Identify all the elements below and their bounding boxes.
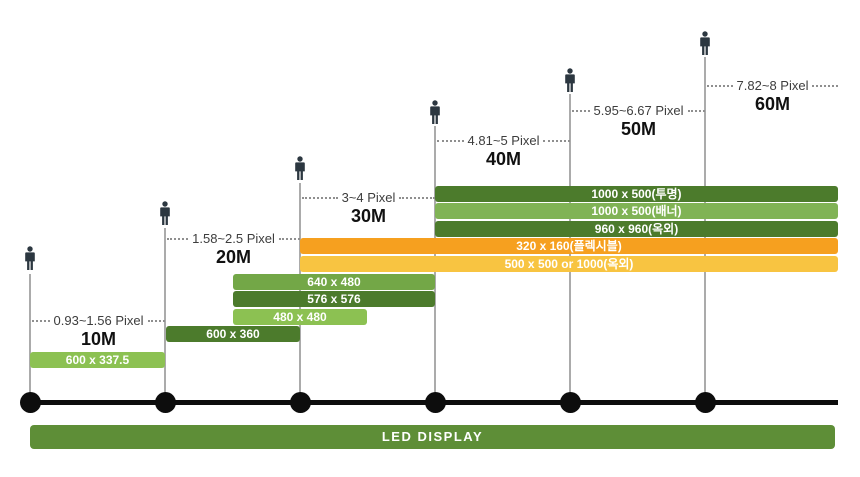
distance-guide-line-20m [164, 228, 166, 400]
resolution-bar-b600360: 600 x 360 [166, 326, 300, 342]
pixel-range-label: 5.95~6.67 Pixel [593, 103, 684, 118]
distance-guide-line-10m [29, 274, 31, 400]
pixel-range-row-50m: 5.95~6.67 Pixel [572, 103, 706, 118]
pixel-range-label: 7.82~8 Pixel [736, 78, 809, 93]
distance-label-50m: 50M [620, 119, 656, 139]
dotted-leader [437, 139, 464, 142]
distance-label-60m: 60M [754, 94, 790, 114]
pixel-range-row-30m: 3~4 Pixel [302, 190, 435, 205]
timeline-dot-40m [425, 392, 446, 413]
led-display-bar: LED DISPLAY [30, 425, 835, 449]
pixel-range-row-10m: 0.93~1.56 Pixel [32, 313, 166, 328]
dotted-leader [707, 84, 733, 87]
resolution-bar-b576: 576 x 576 [233, 291, 435, 307]
pixel-range-row-20m: 1.58~2.5 Pixel [167, 231, 301, 246]
timeline-dot-50m [560, 392, 581, 413]
pixel-range-label: 3~4 Pixel [341, 190, 396, 205]
resolution-bar-b640: 640 x 480 [233, 274, 435, 290]
distance-label-40m: 40M [485, 149, 521, 169]
dotted-leader [302, 196, 338, 199]
resolution-bar-b1000tm: 1000 x 500(투명) [435, 186, 838, 202]
pixel-range-label: 0.93~1.56 Pixel [53, 313, 144, 328]
resolution-bar-b960: 960 x 960(옥외) [435, 221, 838, 237]
person-icon [23, 246, 37, 270]
timeline-dot-30m [290, 392, 311, 413]
pixel-range-label: 4.81~5 Pixel [467, 133, 540, 148]
person-icon [563, 68, 577, 92]
dotted-leader [278, 237, 301, 240]
resolution-bar-b500: 500 x 500 or 1000(옥외) [300, 256, 838, 272]
distance-label-30m: 30M [350, 206, 386, 226]
person-icon [698, 31, 712, 55]
dotted-leader [812, 84, 839, 87]
resolution-bar-b600337: 600 x 337.5 [30, 352, 165, 368]
pixel-range-row-60m: 7.82~8 Pixel [707, 78, 839, 93]
person-icon [428, 100, 442, 124]
dotted-leader [32, 319, 50, 322]
person-icon [293, 156, 307, 180]
dotted-leader [167, 237, 189, 240]
pixel-range-label: 1.58~2.5 Pixel [192, 231, 275, 246]
pixel-range-row-40m: 4.81~5 Pixel [437, 133, 571, 148]
dotted-leader [572, 109, 590, 112]
distance-label-20m: 20M [215, 247, 251, 267]
distance-label-10m: 10M [80, 329, 116, 349]
person-icon [158, 201, 172, 225]
resolution-bar-b480: 480 x 480 [233, 309, 367, 325]
dotted-leader [147, 319, 166, 322]
dotted-leader [399, 196, 435, 199]
timeline-dot-20m [155, 392, 176, 413]
dotted-leader [543, 139, 571, 142]
resolution-bar-b1000bn: 1000 x 500(배너) [435, 203, 838, 219]
dotted-leader [687, 109, 706, 112]
resolution-bar-b320: 320 x 160(플렉시블) [300, 238, 838, 254]
timeline-dot-60m [695, 392, 716, 413]
timeline-dot-10m [20, 392, 41, 413]
